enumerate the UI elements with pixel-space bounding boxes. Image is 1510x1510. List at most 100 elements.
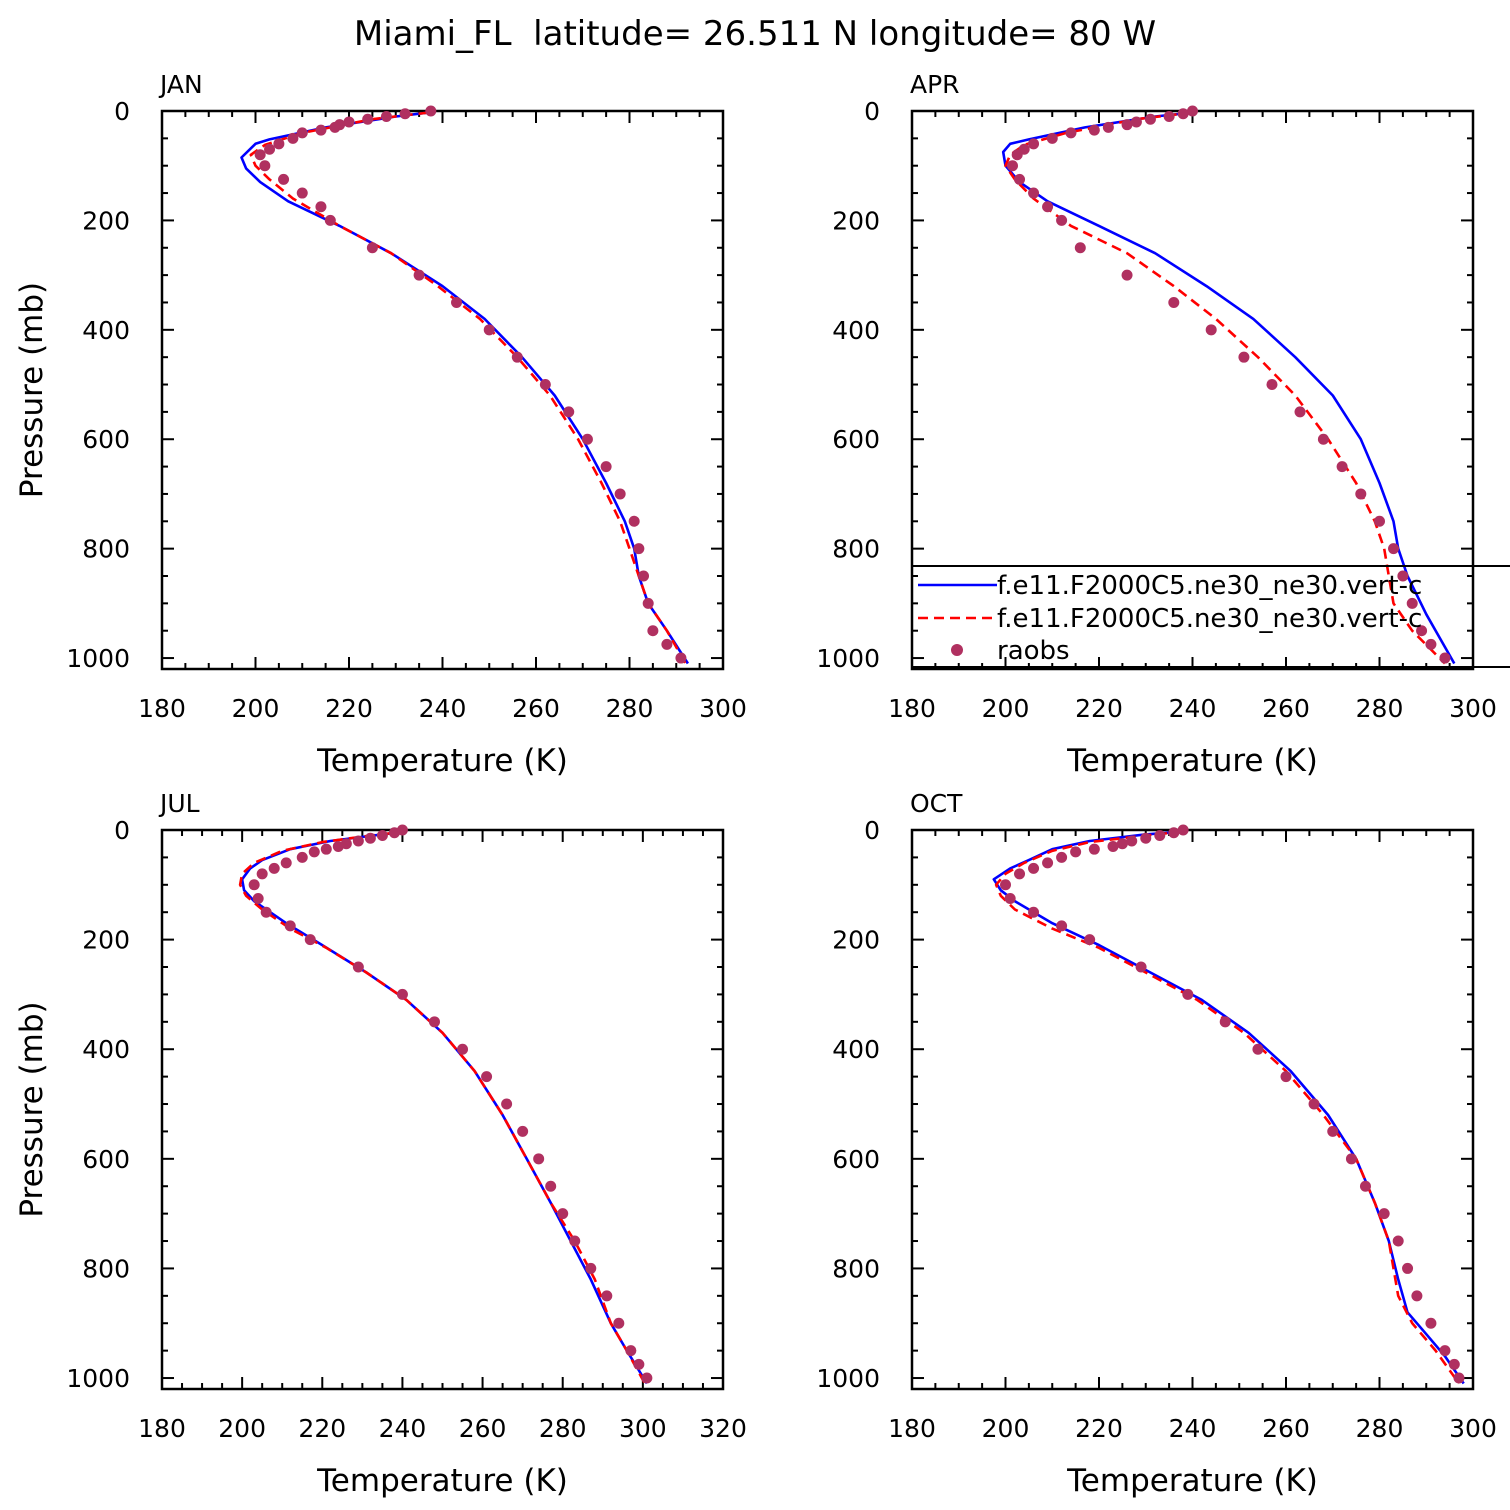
x-tick-label: 200 xyxy=(982,1414,1030,1443)
plot-frame xyxy=(160,109,725,671)
raobs-point xyxy=(642,597,654,609)
raobs-point xyxy=(366,242,378,254)
raobs-point xyxy=(533,1153,545,1165)
raobs-point xyxy=(1238,351,1250,363)
raobs-point xyxy=(628,515,640,527)
raobs-point xyxy=(280,857,292,869)
raobs-point xyxy=(1182,988,1194,1000)
raobs-point xyxy=(661,638,673,650)
raobs-point xyxy=(264,143,276,155)
raobs-point xyxy=(1084,934,1096,946)
raobs-point xyxy=(428,1016,440,1028)
raobs-point xyxy=(1014,173,1026,185)
raobs-point xyxy=(1121,119,1133,131)
raobs-point xyxy=(362,113,374,125)
raobs-point xyxy=(1402,1262,1414,1274)
raobs-point xyxy=(1140,832,1152,844)
y-tick-label: 600 xyxy=(82,1145,130,1174)
y-tick-label: 1000 xyxy=(816,1364,880,1393)
x-axis-label: Temperature (K) xyxy=(316,743,568,779)
raobs-point xyxy=(1056,851,1068,863)
raobs-point xyxy=(1266,379,1278,391)
x-tick-label: 260 xyxy=(1262,1414,1310,1443)
raobs-point xyxy=(1355,488,1367,500)
y-tick-label: 400 xyxy=(82,316,130,345)
raobs-point xyxy=(1187,105,1198,117)
raobs-point xyxy=(324,214,336,226)
x-tick-label: 300 xyxy=(699,694,747,723)
series-line-solid xyxy=(240,830,649,1385)
raobs-point xyxy=(1028,138,1040,150)
y-axis-label: Pressure (mb) xyxy=(14,1001,50,1217)
x-tick-label: 220 xyxy=(1075,694,1123,723)
panel-jan: 180 200 220 240 260 280 300 0 200 400 600 800 1000 JA… xyxy=(14,70,747,779)
raobs-point xyxy=(1121,269,1133,281)
x-tick-label: 320 xyxy=(699,1414,747,1443)
x-tick-label: 240 xyxy=(1169,694,1217,723)
raobs-point xyxy=(1102,121,1114,133)
y-tick-label: 800 xyxy=(832,535,880,564)
raobs-point xyxy=(1007,160,1019,172)
y-tick-label: 1000 xyxy=(66,644,130,673)
raobs-point xyxy=(1439,652,1451,664)
y-tick-label: 0 xyxy=(864,97,880,126)
raobs-point xyxy=(1453,1372,1465,1384)
raobs-point xyxy=(260,906,272,918)
x-axis-label: Temperature (K) xyxy=(1066,743,1318,779)
raobs-point xyxy=(296,187,308,199)
raobs-point xyxy=(1345,1153,1357,1165)
raobs-point xyxy=(259,160,271,172)
legend-label: f.e11.F2000C5.ne30_ne30.vert-c xyxy=(997,571,1422,601)
raobs-point xyxy=(501,1098,513,1110)
raobs-point xyxy=(296,851,308,863)
series-line-dashed xyxy=(994,830,1461,1385)
x-tick-label: 300 xyxy=(619,1414,667,1443)
x-tick-label: 280 xyxy=(1356,694,1404,723)
y-tick-label: 200 xyxy=(82,926,130,955)
raobs-point xyxy=(1294,406,1306,418)
raobs-point xyxy=(1028,862,1040,874)
raobs-point xyxy=(278,173,290,185)
raobs-point xyxy=(1327,1125,1339,1137)
y-tick-label: 800 xyxy=(832,1254,880,1283)
raobs-point xyxy=(332,840,344,852)
series-line-solid xyxy=(992,830,1465,1385)
raobs-point xyxy=(1252,1043,1264,1055)
raobs-point xyxy=(1168,827,1180,839)
x-tick-label: 260 xyxy=(512,694,560,723)
raobs-point xyxy=(600,461,612,473)
x-tick-label: 180 xyxy=(888,1414,936,1443)
raobs-point xyxy=(1374,515,1385,527)
legend-label: raobs xyxy=(997,636,1070,666)
raobs-point xyxy=(539,379,551,391)
y-tick-label: 0 xyxy=(864,816,880,845)
raobs-point xyxy=(296,127,308,139)
raobs-point xyxy=(481,1071,493,1083)
y-tick-label: 400 xyxy=(82,1035,130,1064)
raobs-point xyxy=(585,1262,597,1274)
raobs-point xyxy=(613,1317,625,1329)
raobs-point xyxy=(1000,879,1011,891)
raobs-point xyxy=(1065,127,1077,139)
y-tick-label: 0 xyxy=(114,97,130,126)
legend-marker-raobs xyxy=(951,644,963,656)
y-tick-label: 600 xyxy=(832,425,880,454)
raobs-point xyxy=(1046,132,1058,144)
raobs-point xyxy=(1088,843,1100,855)
y-tick-label: 600 xyxy=(832,1145,880,1174)
raobs-point xyxy=(1074,242,1086,254)
raobs-point xyxy=(638,570,650,582)
raobs-point xyxy=(254,149,266,161)
raobs-point xyxy=(1397,570,1409,582)
raobs-point xyxy=(364,832,376,844)
series-line-solid xyxy=(240,111,689,665)
legend-label: f.e11.F2000C5.ne30_ne30.vert-c xyxy=(997,604,1422,634)
raobs-point xyxy=(1056,214,1068,226)
y-tick-label: 1000 xyxy=(66,1364,130,1393)
raobs-point xyxy=(1107,840,1119,852)
raobs-point xyxy=(1280,1071,1292,1083)
x-tick-label: 220 xyxy=(298,1414,346,1443)
raobs-point xyxy=(1177,824,1189,836)
raobs-point xyxy=(1378,1208,1390,1220)
